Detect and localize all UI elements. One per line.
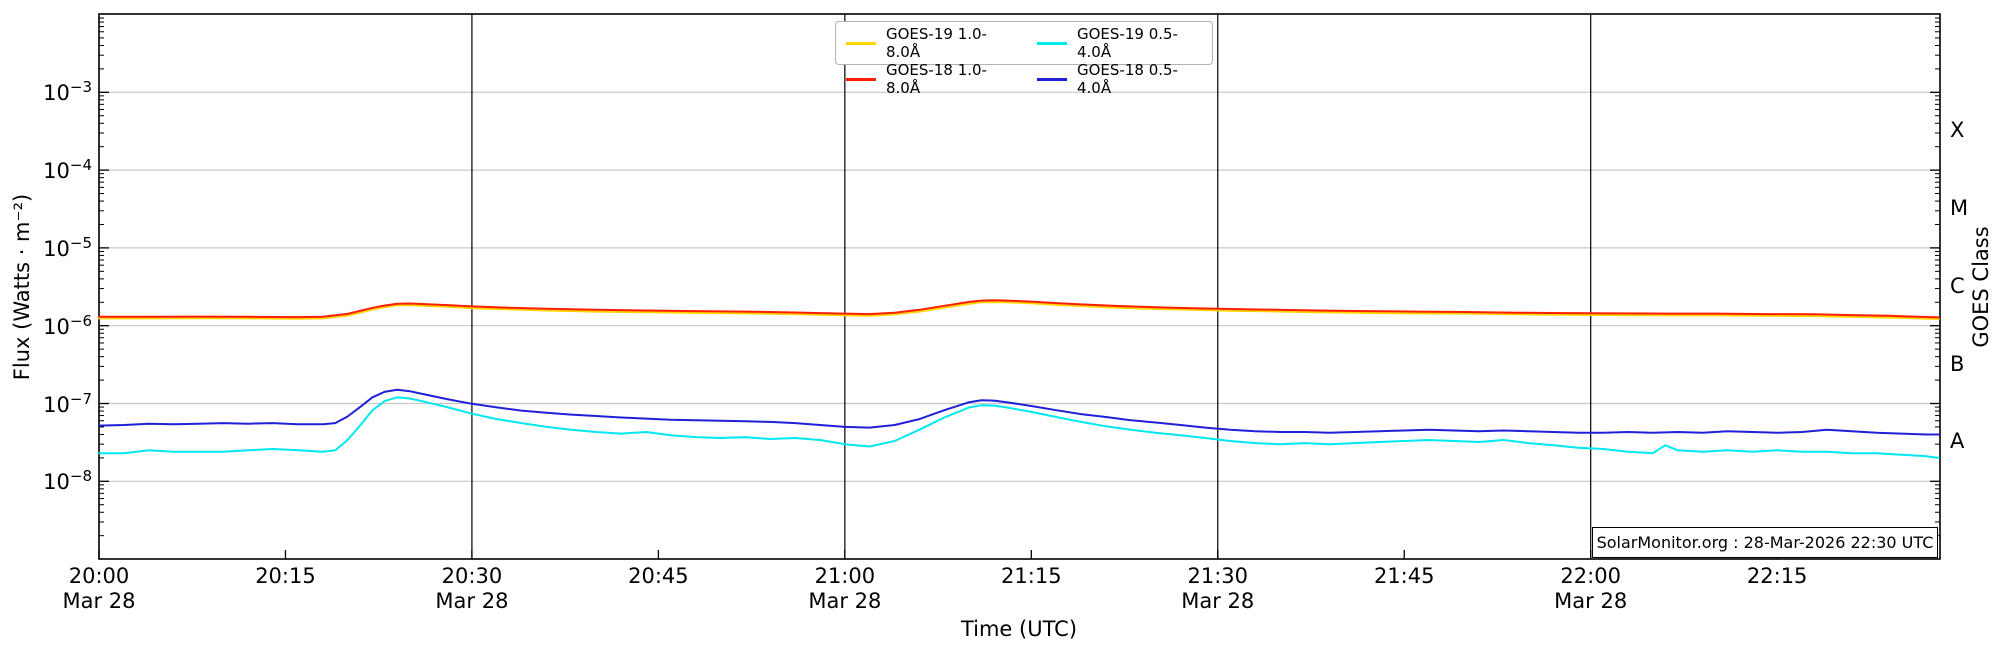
y-tick-label: 10−8: [43, 467, 92, 495]
legend-line-swatch: [846, 77, 876, 81]
y-tick-label: 10−4: [43, 156, 92, 184]
legend-label: GOES-18 1.0-8.0Å: [886, 61, 987, 97]
x-tick-label: 22:00: [1560, 564, 1621, 588]
x-tick-date-label: Mar 28: [435, 589, 509, 613]
flux-curve: [98, 299, 1940, 319]
flux-curve: [98, 301, 1940, 320]
legend: GOES-19 1.0-8.0Å GOES-18 1.0-8.0Å GOES-19 …: [835, 21, 1213, 97]
legend-item: GOES-18 0.5-4.0Å: [1037, 61, 1202, 97]
legend-label: GOES-19 1.0-8.0Å: [886, 25, 987, 61]
x-tick-date-label: Mar 28: [808, 589, 882, 613]
x-tick-label: 20:15: [255, 564, 316, 588]
x-tick-label: 21:45: [1373, 564, 1435, 588]
x-axis-title: Time (UTC): [960, 617, 1078, 641]
y-tick-label: 10−6: [43, 311, 92, 339]
goes-class-label: M: [1950, 196, 1969, 220]
legend-line-swatch: [846, 41, 876, 45]
goes-class-label: B: [1950, 351, 1965, 376]
flux-curve: [98, 388, 1940, 436]
y-tick-label: 10−7: [43, 389, 92, 417]
x-tick-date-label: Mar 28: [1554, 589, 1628, 613]
right-axis-title: GOES Class: [1969, 226, 1993, 348]
x-tick-label: 20:45: [628, 564, 689, 588]
y-tick-label: 10−5: [43, 233, 92, 261]
x-tick-label: 21:00: [814, 564, 876, 588]
y-tick-label: 10−3: [43, 78, 92, 106]
legend-label: GOES-19 0.5-4.0Å: [1077, 25, 1178, 61]
x-tick-label: 21:15: [1001, 564, 1062, 588]
plot-border: [98, 13, 1941, 560]
legend-item: GOES-19 1.0-8.0Å: [846, 25, 1011, 61]
legend-item: GOES-18 1.0-8.0Å: [846, 61, 1011, 97]
x-tick-label: 22:15: [1746, 564, 1808, 588]
legend-line-swatch: [1037, 41, 1067, 45]
goes-class-label: C: [1950, 273, 1965, 298]
x-tick-date-label: Mar 28: [62, 589, 136, 613]
legend-item: GOES-19 0.5-4.0Å: [1037, 25, 1202, 61]
goes-class-label: A: [1950, 429, 1965, 454]
x-tick-label: 20:00: [68, 564, 130, 588]
x-tick-label: 21:30: [1187, 564, 1249, 588]
goes-class-label: X: [1950, 118, 1965, 143]
flux-curve: [98, 396, 1940, 459]
watermark: SolarMonitor.org : 28-Mar-2026 22:30 UTC: [1592, 527, 1938, 558]
x-tick-date-label: Mar 28: [1181, 589, 1255, 613]
legend-line-swatch: [1037, 77, 1067, 81]
y-axis-title: Flux (Watts · m⁻²): [10, 193, 34, 381]
legend-label: GOES-18 0.5-4.0Å: [1077, 61, 1178, 97]
x-tick-label: 20:30: [441, 564, 503, 588]
